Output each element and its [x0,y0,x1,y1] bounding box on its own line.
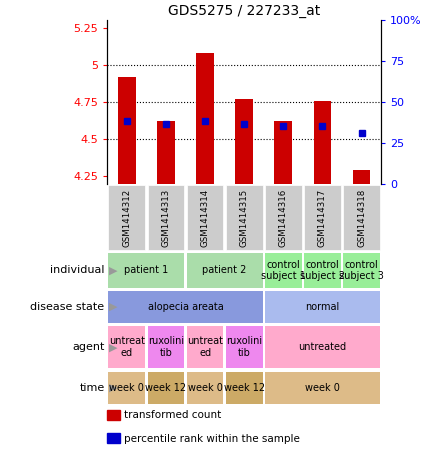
FancyBboxPatch shape [265,253,302,288]
Text: week 0: week 0 [305,382,340,393]
Text: untreat
ed: untreat ed [109,337,145,358]
FancyBboxPatch shape [265,291,380,323]
Text: untreat
ed: untreat ed [187,337,223,358]
Bar [118,77,136,184]
Text: GSM1414315: GSM1414315 [240,189,249,247]
Text: time: time [79,382,105,393]
Text: untreated: untreated [298,342,346,352]
Title: GDS5275 / 227233_at: GDS5275 / 227233_at [168,4,320,18]
FancyBboxPatch shape [265,371,380,404]
Bar [157,121,175,184]
FancyBboxPatch shape [304,253,341,288]
FancyBboxPatch shape [226,185,262,250]
FancyBboxPatch shape [343,253,380,288]
Text: agent: agent [72,342,105,352]
Text: control
subject 1: control subject 1 [261,260,306,281]
Text: week 0: week 0 [110,382,144,393]
Text: normal: normal [305,302,339,312]
FancyBboxPatch shape [304,185,341,250]
FancyBboxPatch shape [343,185,380,250]
Text: GSM1414314: GSM1414314 [201,189,209,247]
FancyBboxPatch shape [265,185,302,250]
Bar [107,434,120,443]
Bar [235,99,253,184]
Text: week 12: week 12 [224,382,265,393]
Text: alopecia areata: alopecia areata [148,302,223,312]
Bar [275,121,292,184]
Text: GSM1414316: GSM1414316 [279,189,288,247]
Bar [196,53,214,184]
Text: transformed count: transformed count [124,410,221,420]
Text: ▶: ▶ [109,382,117,393]
FancyBboxPatch shape [148,185,184,250]
Text: ▶: ▶ [109,302,117,312]
Bar [107,410,120,419]
Text: disease state: disease state [31,302,105,312]
FancyBboxPatch shape [109,253,184,288]
Text: GSM1414313: GSM1414313 [162,189,170,247]
Text: GSM1414312: GSM1414312 [122,189,131,247]
FancyBboxPatch shape [187,253,262,288]
FancyBboxPatch shape [226,326,262,368]
Text: ruxolini
tib: ruxolini tib [226,337,262,358]
FancyBboxPatch shape [109,326,145,368]
FancyBboxPatch shape [109,371,145,404]
Text: ▶: ▶ [109,342,117,352]
FancyBboxPatch shape [109,185,145,250]
Text: ruxolini
tib: ruxolini tib [148,337,184,358]
FancyBboxPatch shape [109,291,262,323]
Text: ▶: ▶ [109,265,117,275]
Text: GSM1414318: GSM1414318 [357,189,366,247]
FancyBboxPatch shape [148,371,184,404]
Text: GSM1414317: GSM1414317 [318,189,327,247]
Text: patient 2: patient 2 [202,265,247,275]
Text: control
subject 2: control subject 2 [300,260,345,281]
Text: percentile rank within the sample: percentile rank within the sample [124,434,300,444]
Text: patient 1: patient 1 [124,265,169,275]
FancyBboxPatch shape [187,371,223,404]
Text: individual: individual [50,265,105,275]
Text: week 12: week 12 [145,382,187,393]
FancyBboxPatch shape [265,326,380,368]
FancyBboxPatch shape [187,326,223,368]
Text: control
subject 3: control subject 3 [339,260,384,281]
FancyBboxPatch shape [187,185,223,250]
Bar [353,170,370,184]
Bar [314,101,331,184]
Text: week 0: week 0 [187,382,223,393]
FancyBboxPatch shape [148,326,184,368]
FancyBboxPatch shape [226,371,262,404]
